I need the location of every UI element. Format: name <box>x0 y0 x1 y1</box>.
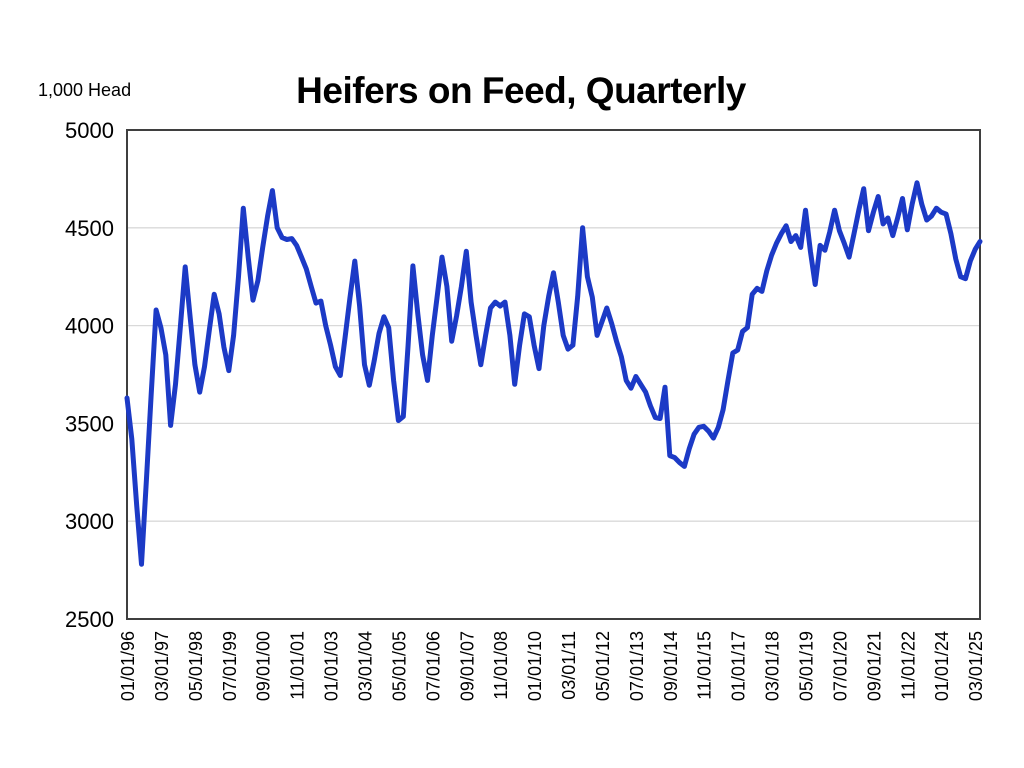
x-tick-label-07-01-99: 07/01/99 <box>220 631 240 701</box>
chart-title: Heifers on Feed, Quarterly <box>296 70 747 111</box>
y-tick-label-4000: 4000 <box>65 314 114 339</box>
x-tick-label-11-01-22: 11/01/22 <box>898 631 918 700</box>
x-tick-label-03-01-18: 03/01/18 <box>763 631 783 701</box>
x-tick-label-03-01-04: 03/01/04 <box>355 631 375 701</box>
x-tick-label-11-01-01: 11/01/01 <box>288 631 308 700</box>
x-tick-label-09-01-00: 09/01/00 <box>254 631 274 701</box>
x-tick-label-03-01-25: 03/01/25 <box>966 631 986 701</box>
y-tick-label-3000: 3000 <box>65 509 114 534</box>
x-tick-label-05-01-12: 05/01/12 <box>593 631 613 701</box>
x-tick-label-11-01-08: 11/01/08 <box>491 631 511 700</box>
y-tick-label-2500: 2500 <box>65 607 114 632</box>
x-tick-label-01-01-10: 01/01/10 <box>525 631 545 701</box>
x-tick-label-01-01-17: 01/01/17 <box>729 631 749 701</box>
x-tick-label-07-01-13: 07/01/13 <box>627 631 647 701</box>
x-tick-label-05-01-05: 05/01/05 <box>389 631 409 701</box>
y-tick-label-4500: 4500 <box>65 216 114 241</box>
y-tick-label-5000: 5000 <box>65 118 114 143</box>
x-tick-label-09-01-07: 09/01/07 <box>457 631 477 701</box>
x-tick-label-07-01-20: 07/01/20 <box>830 631 850 701</box>
x-tick-label-09-01-14: 09/01/14 <box>661 631 681 701</box>
y-tick-label-3500: 3500 <box>65 411 114 436</box>
y-axis-unit-label: 1,000 Head <box>38 80 131 100</box>
x-tick-label-09-01-21: 09/01/21 <box>864 631 884 701</box>
x-tick-label-01-01-96: 01/01/96 <box>118 631 138 701</box>
plot-border <box>126 129 981 620</box>
x-tick-label-05-01-19: 05/01/19 <box>797 631 817 701</box>
y-axis-tick-labels: 2500 3000 3500 4000 4500 5000 <box>65 118 114 632</box>
x-tick-label-03-01-11: 03/01/11 <box>559 631 579 700</box>
x-tick-label-01-01-03: 01/01/03 <box>322 631 342 701</box>
x-tick-label-07-01-06: 07/01/06 <box>423 631 443 701</box>
x-axis-tick-labels: 01/01/96 03/01/97 05/01/98 07/01/99 09/01/00… <box>118 631 986 701</box>
x-tick-label-05-01-98: 05/01/98 <box>186 631 206 701</box>
x-tick-label-11-01-15: 11/01/15 <box>695 631 715 700</box>
x-tick-label-03-01-97: 03/01/97 <box>152 631 172 701</box>
x-tick-label-01-01-24: 01/01/24 <box>932 631 952 701</box>
heifers-on-feed-series-line <box>124 180 983 567</box>
